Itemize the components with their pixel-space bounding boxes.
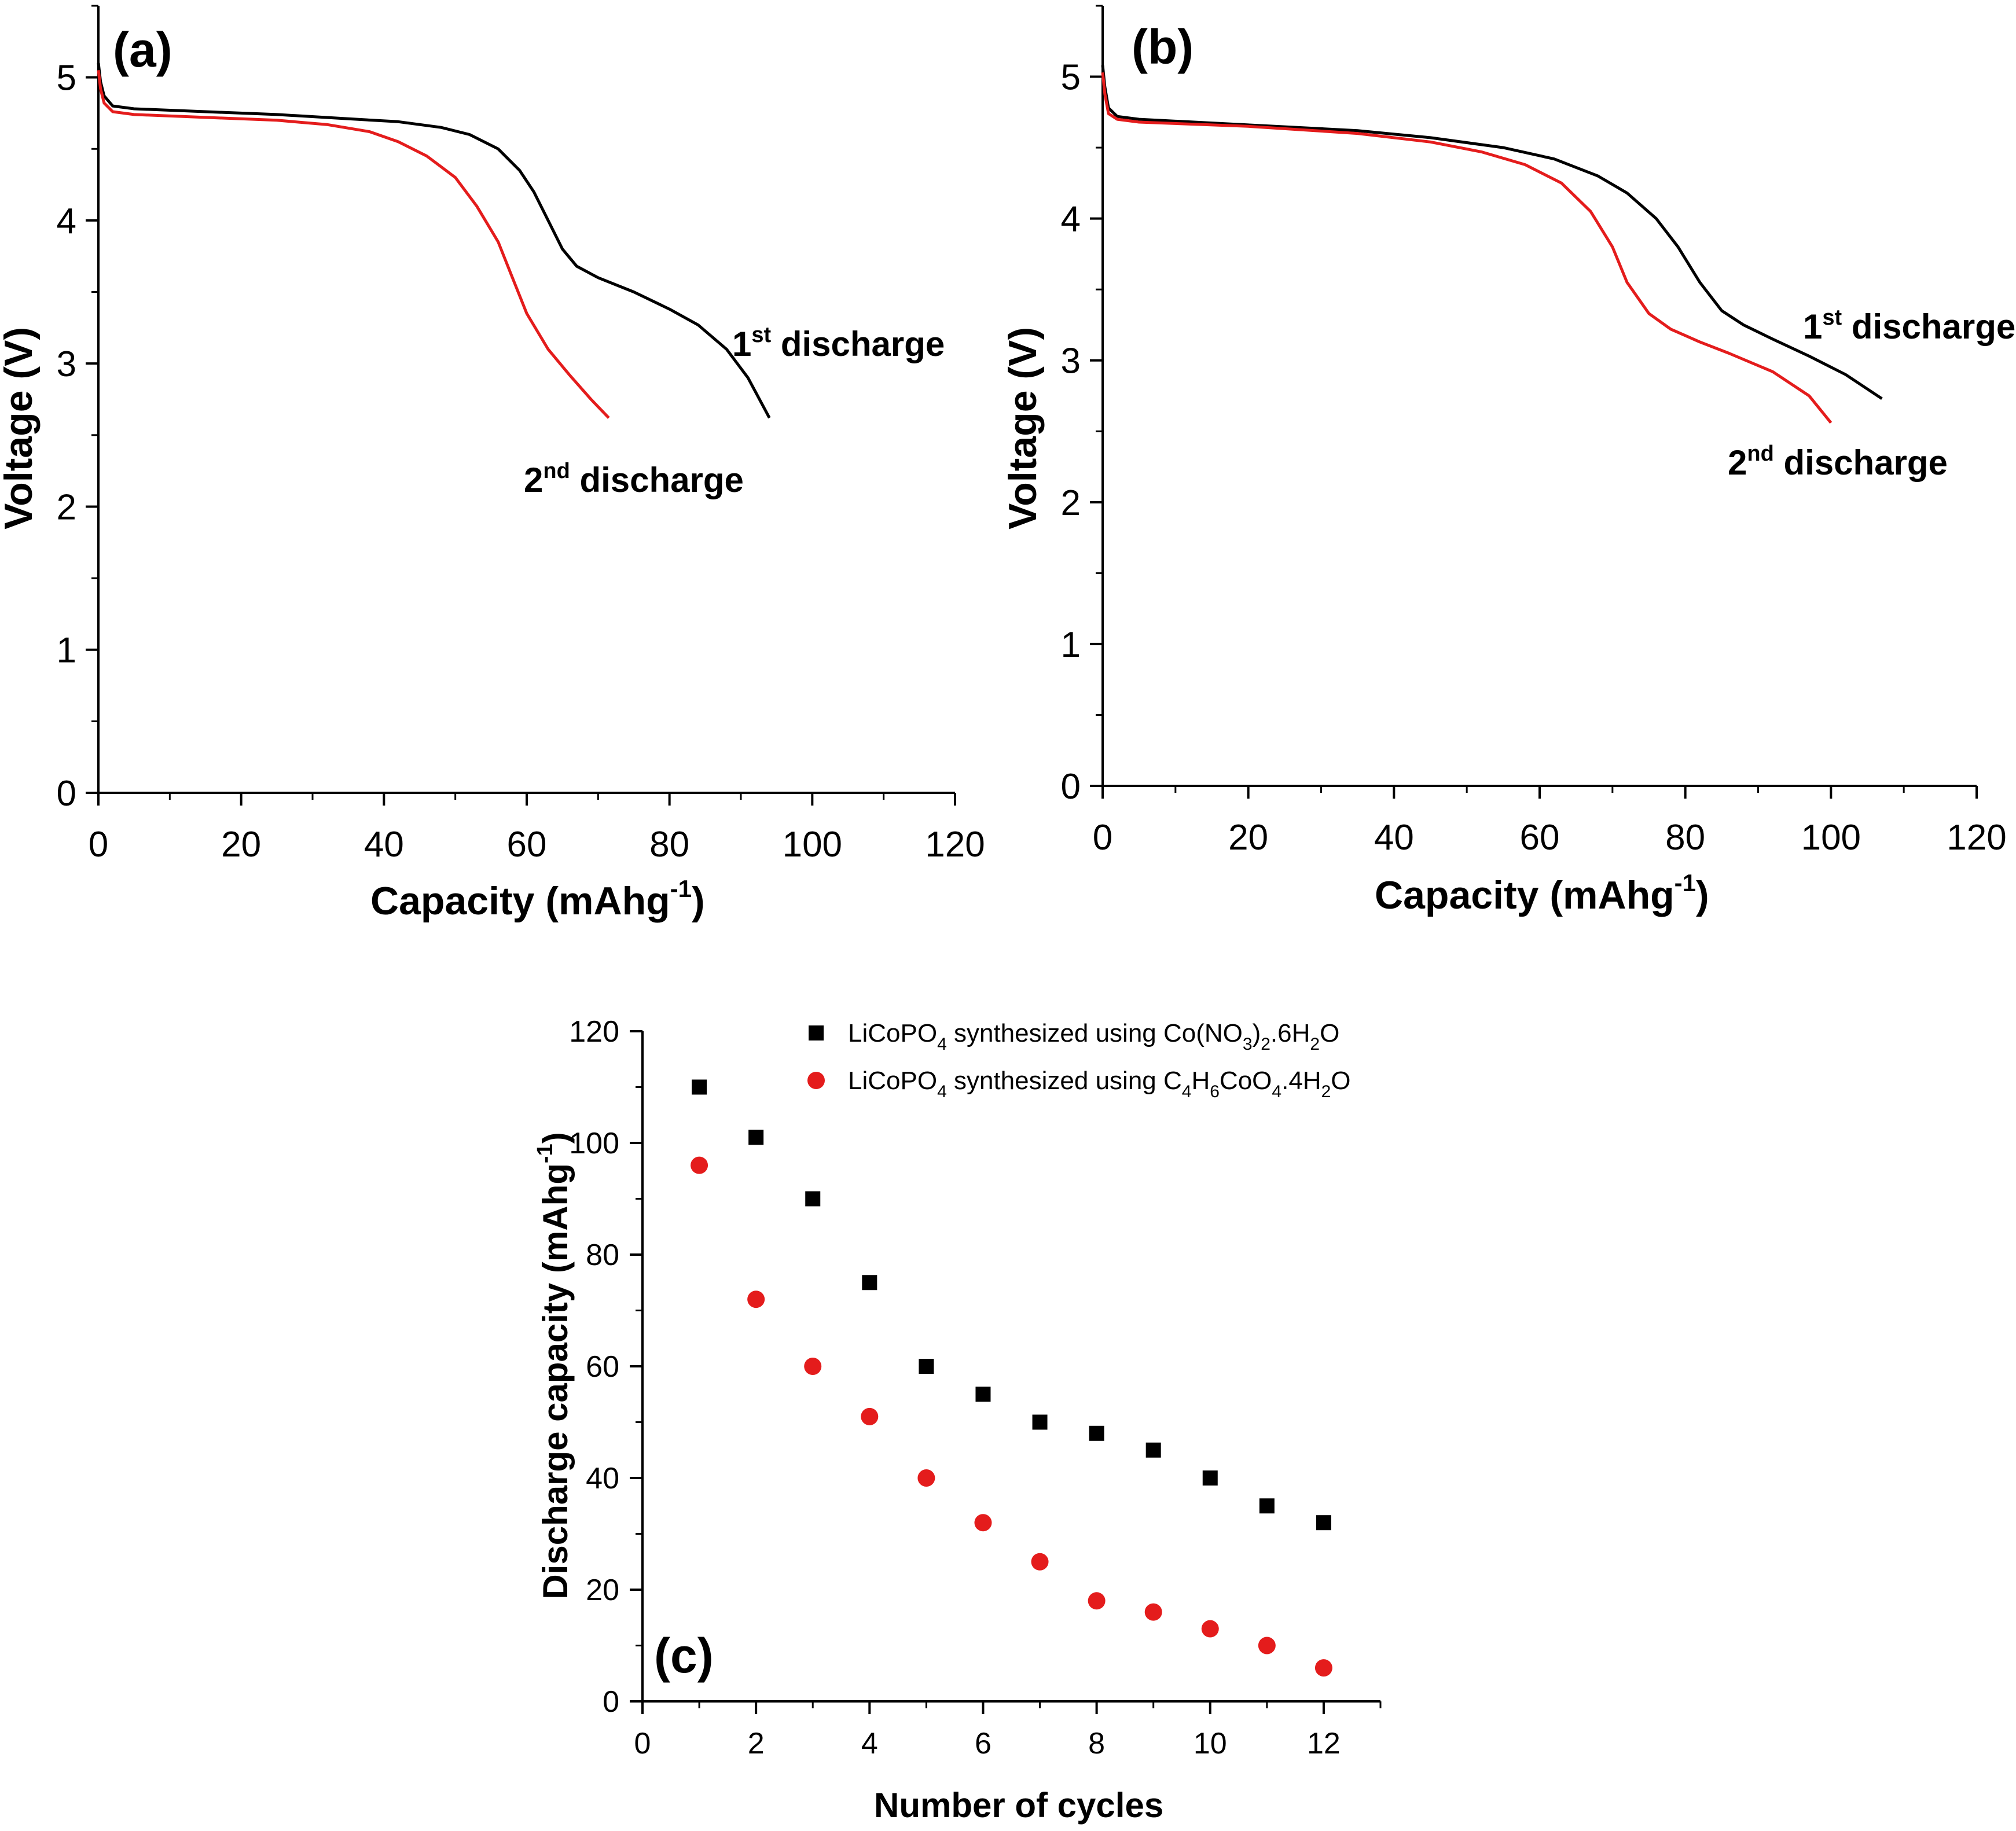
x-tick-label: 60 <box>1520 818 1560 858</box>
x-tick-label: 80 <box>1665 818 1705 858</box>
y-tick-label: 120 <box>569 1015 619 1049</box>
y-tick-label: 0 <box>603 1685 619 1719</box>
x-tick-label: 8 <box>1088 1727 1105 1760</box>
x-tick-label: 0 <box>634 1727 651 1760</box>
x-tick-label: 12 <box>1307 1727 1341 1760</box>
data-point-circle <box>1258 1637 1276 1654</box>
data-point-square <box>805 1191 821 1207</box>
data-point-circle <box>1088 1592 1106 1610</box>
y-tick-label: 20 <box>586 1573 619 1607</box>
axes-1: 0 20 40 60 80 100 120 0 1 2 3 4 5 1st discharge 2nd di… <box>1001 5 2015 917</box>
data-point-circle <box>861 1407 879 1425</box>
data-point-square <box>1032 1414 1048 1430</box>
x-tick-label: 40 <box>364 825 404 865</box>
y-axis-label: Voltage (V) <box>0 327 41 530</box>
x-tick-label: 10 <box>1194 1727 1227 1760</box>
data-point-circle <box>974 1514 992 1532</box>
x-tick-label: 100 <box>783 825 842 865</box>
data-point-square <box>1202 1470 1218 1486</box>
y-axis-label: Voltage (V) <box>1001 327 1045 530</box>
x-axis-label: Capacity (mAhg-1) <box>370 875 705 923</box>
data-point-square <box>919 1359 934 1374</box>
x-tick-label: 4 <box>861 1727 878 1760</box>
legend-label: LiCoPO4 synthesized using Co(NO3)2.6H2O <box>848 1019 1339 1054</box>
y-tick-label: 3 <box>57 344 76 384</box>
x-axis-label: Capacity (mAhg-1) <box>1375 869 1709 917</box>
legend-marker-circle <box>807 1072 825 1089</box>
data-point-square <box>1259 1498 1275 1514</box>
second-discharge-curve <box>1101 72 1833 424</box>
panel-label: (c) <box>654 1628 714 1683</box>
x-tick-label: 2 <box>748 1727 765 1760</box>
data-point-circle <box>917 1469 935 1487</box>
data-point-square <box>748 1130 764 1145</box>
y-tick-label: 5 <box>1061 58 1081 98</box>
data-point-square <box>1089 1425 1104 1441</box>
panel-label: (a) <box>113 23 172 77</box>
data-point-circle <box>1031 1553 1049 1571</box>
y-tick-label: 0 <box>1061 767 1081 807</box>
data-point-circle <box>691 1156 708 1174</box>
x-tick-label: 20 <box>1228 818 1268 858</box>
x-axis-label: Number of cycles <box>874 1786 1163 1825</box>
data-point-circle <box>747 1290 765 1308</box>
y-tick-label: 5 <box>57 58 76 98</box>
legend-marker-square <box>809 1025 824 1040</box>
y-tick-label: 60 <box>586 1350 619 1384</box>
y-tick-label: 40 <box>586 1462 619 1495</box>
y-tick-label: 0 <box>57 774 76 814</box>
data-point-square <box>862 1275 877 1290</box>
x-tick-label: 120 <box>925 825 985 865</box>
first-discharge-label: 1st discharge <box>1803 306 2015 346</box>
y-tick-label: 2 <box>1061 483 1081 523</box>
data-point-square <box>1316 1515 1331 1531</box>
y-tick-label: 1 <box>1061 625 1081 665</box>
y-tick-label: 100 <box>569 1127 619 1160</box>
data-point-circle <box>1201 1620 1219 1638</box>
x-tick-label: 6 <box>975 1727 992 1760</box>
y-tick-label: 2 <box>57 487 76 527</box>
first-discharge-curve <box>1101 65 1883 400</box>
y-tick-label: 1 <box>57 631 76 671</box>
data-point-square <box>1145 1442 1161 1458</box>
x-tick-label: 120 <box>1947 818 2006 858</box>
y-tick-label: 3 <box>1061 341 1081 381</box>
panel-label: (b) <box>1132 20 1194 74</box>
data-point-circle <box>804 1358 822 1375</box>
x-tick-label: 80 <box>649 825 689 865</box>
data-point-circle <box>1144 1603 1162 1621</box>
y-axis-label: Discharge capacity (mAhg-1) <box>533 1132 575 1599</box>
second-discharge-label: 2nd discharge <box>524 459 744 499</box>
y-tick-label: 4 <box>1061 200 1081 240</box>
first-discharge-label: 1st discharge <box>732 323 945 363</box>
axes-0: 0 20 40 60 80 100 120 0 1 2 3 4 5 1st discharge 2nd di… <box>0 5 985 923</box>
y-tick-label: 4 <box>57 201 76 241</box>
x-tick-label: 60 <box>507 825 547 865</box>
x-tick-label: 40 <box>1374 818 1414 858</box>
legend-label: LiCoPO4 synthesized using C4H6CoO4.4H2O <box>848 1067 1351 1101</box>
x-tick-label: 0 <box>1093 818 1112 858</box>
x-tick-label: 0 <box>89 825 108 865</box>
data-point-square <box>975 1387 991 1402</box>
second-discharge-curve <box>97 70 610 419</box>
data-point-circle <box>1314 1659 1332 1677</box>
y-tick-label: 80 <box>586 1238 619 1272</box>
x-tick-label: 20 <box>221 825 261 865</box>
data-point-square <box>692 1079 707 1095</box>
first-discharge-curve <box>97 62 771 419</box>
second-discharge-label: 2nd discharge <box>1728 442 1948 482</box>
x-tick-label: 100 <box>1801 818 1861 858</box>
